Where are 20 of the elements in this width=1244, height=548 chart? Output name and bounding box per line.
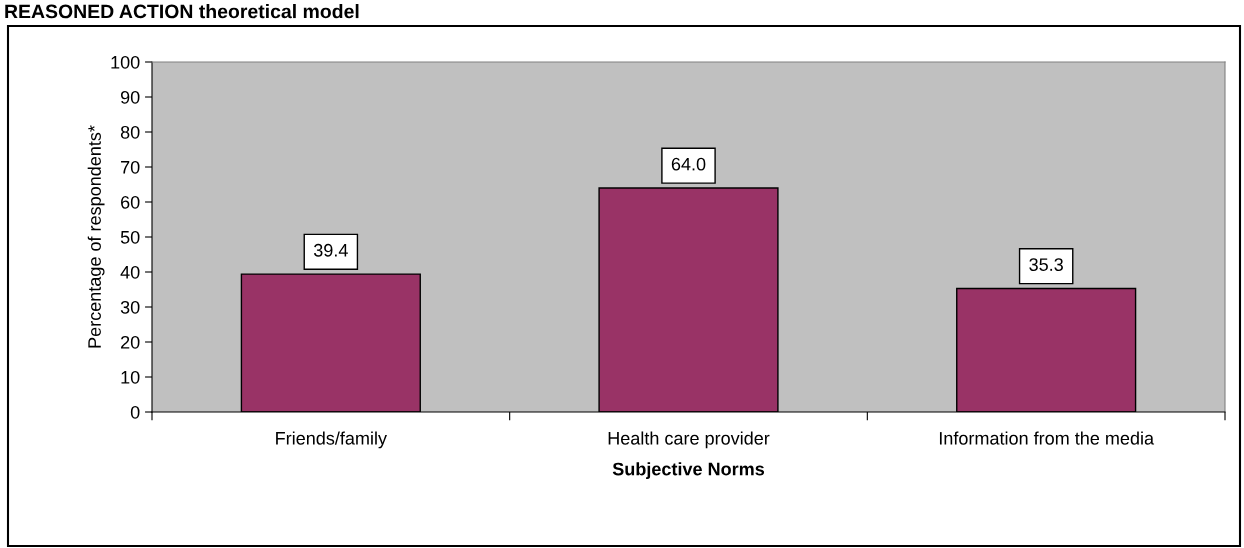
x-tick-label: Information from the media (939, 431, 1155, 445)
data-label: 39.4 (313, 243, 348, 257)
y-tick-label: 70 (121, 160, 140, 174)
x-axis-title: Subjective Norms (612, 462, 765, 479)
x-tick-label: Friends/family (276, 431, 387, 449)
y-tick-label: 20 (121, 335, 140, 349)
y-tick-label: 50 (120, 230, 140, 244)
data-label: 35.3 (1029, 258, 1063, 271)
y-tick-label: 60 (121, 195, 140, 209)
data-label: 64.0 (671, 157, 706, 171)
y-tick-label: 90 (120, 90, 140, 104)
y-tick-label: 30 (120, 300, 140, 314)
y-tick-label: 0 (130, 405, 140, 419)
y-tick-label: 40 (120, 265, 140, 279)
x-tick-label: Health care provider (608, 431, 770, 449)
y-tick-label: 80 (120, 125, 140, 139)
chart-title: REASONED ACTION theoretical model (5, 4, 359, 19)
y-tick-label: 10 (121, 370, 140, 384)
y-tick-label: 100 (111, 55, 140, 69)
y-axis-title: Percentage of respondents* (87, 125, 105, 348)
